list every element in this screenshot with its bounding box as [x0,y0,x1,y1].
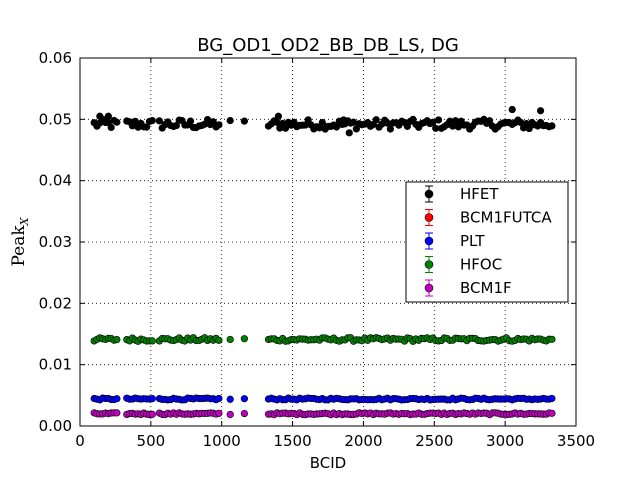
data-point-hfet [386,125,394,133]
data-point-hfoc [240,335,248,343]
data-point-plt [226,395,234,403]
data-point-hfet [508,105,516,114]
data-point-hfet [113,118,121,126]
data-point-bcm1f [226,410,234,419]
data-point-bcm1f [215,409,223,417]
legend-marker-hfoc [424,260,434,269]
data-point-bcm1f [113,409,121,417]
x-tick-label: 2500 [415,432,453,450]
data-point-hfoc [548,335,556,343]
data-point-bcm1f [240,409,248,418]
y-tick-label: 0.04 [39,172,72,190]
y-axis-label-main: Peak [9,225,29,267]
data-point-hfet [186,117,195,125]
data-point-bcm1f [148,410,156,418]
y-axis-label-sub: X [18,216,31,226]
data-point-hfet [548,122,556,130]
data-point-hfet [525,124,533,133]
data-point-plt [148,395,156,403]
data-point-hfoc [113,336,121,344]
axis-ticks: 0 500 1000 1500 2000 2500 3000 3500 0.00 0.01 0.02… [39,49,596,450]
data-point-hfet [155,117,163,125]
data-point-hfet [226,116,234,125]
legend-marker-hfet [424,189,434,199]
data-point-hfet [274,112,283,120]
y-axis-label: PeakX [9,216,31,266]
y-tick-label: 0.01 [39,356,72,374]
data-point-bcm1f [548,409,556,417]
x-tick-label: 3500 [557,432,595,450]
data-point-hfet [104,112,112,120]
data-point-hfet [96,112,104,120]
x-tick-label: 1000 [203,432,241,450]
data-point-hfet [240,117,248,125]
x-tick-label: 2000 [344,432,382,450]
y-tick-label: 0.03 [39,233,72,251]
data-point-hfet [215,121,223,129]
svg-text:PeakX: PeakX [9,216,31,266]
y-tick-label: 0.00 [39,417,72,435]
data-point-hfet [281,124,290,132]
data-point-hfet [434,116,443,124]
chart-title: BG_OD1_OD2_BB_DB_LS, DG [197,35,459,56]
data-point-hfet [339,116,348,124]
x-tick-label: 0 [75,432,85,450]
data-point-hfoc [148,337,156,345]
legend-label-hfet: HFET [460,185,499,203]
data-point-hfoc [215,336,223,344]
legend-label-bcm1f: BCM1F [460,279,512,297]
x-tick-label: 500 [137,432,166,450]
data-point-plt [215,394,223,403]
legend-label-plt: PLT [460,232,485,250]
data-point-plt [240,395,248,403]
legend-marker-bcm1futca [424,213,434,222]
data-point-plt [548,394,556,403]
legend-marker-plt [424,236,434,246]
data-point-plt [113,395,121,403]
data-point-hfet [372,116,380,124]
y-tick-label: 0.05 [39,110,72,128]
data-point-hfet [318,119,326,127]
legend-marker-bcm1f [424,283,434,293]
data-point-hfet [148,116,156,125]
y-tick-label: 0.06 [39,49,72,67]
data-points [90,105,556,419]
data-point-hfet [143,123,151,131]
x-tick-label: 1500 [273,432,311,450]
data-point-hfet [536,107,545,115]
x-axis-label: BCID [310,454,346,472]
legend: HFET BCM1FUTCA PLT HFOC BCM1F [405,181,569,303]
y-tick-label: 0.02 [39,294,72,312]
data-point-hfet [107,123,115,132]
x-tick-label: 3000 [486,432,524,450]
legend-label-hfoc: HFOC [460,256,502,274]
data-point-hfet [345,129,353,137]
legend-label-bcm1futca: BCM1FUTCA [460,209,552,227]
data-point-hfoc [226,335,234,344]
